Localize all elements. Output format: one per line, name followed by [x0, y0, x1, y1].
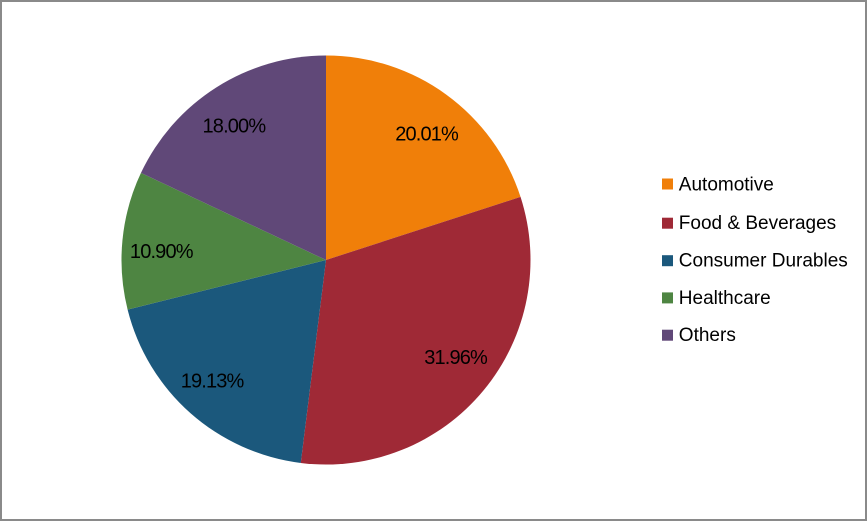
svg-text:20.01%: 20.01% — [395, 123, 459, 145]
svg-text:Healthcare: Healthcare — [679, 288, 771, 309]
svg-text:19.13%: 19.13% — [181, 370, 245, 392]
svg-text:31.96%: 31.96% — [424, 347, 488, 369]
svg-text:10.90%: 10.90% — [130, 241, 194, 263]
svg-text:Automotive: Automotive — [679, 175, 774, 196]
svg-text:Consumer Durables: Consumer Durables — [679, 250, 848, 271]
svg-text:Others: Others — [679, 325, 736, 346]
svg-text:Food & Beverages: Food & Beverages — [679, 213, 836, 234]
svg-text:18.00%: 18.00% — [203, 116, 267, 138]
